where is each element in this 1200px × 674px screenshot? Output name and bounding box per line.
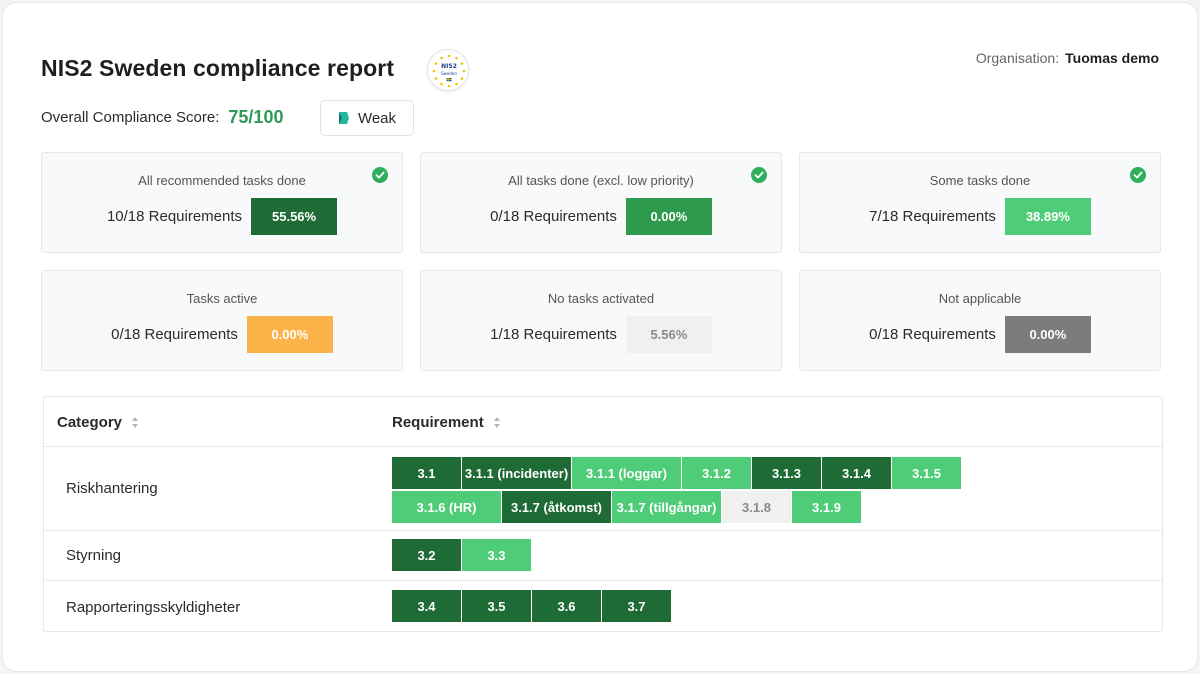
rating-gauge-icon [338,112,349,124]
requirement-chip[interactable]: 3.7 [602,590,672,622]
requirement-chip[interactable]: 3.3 [462,539,532,571]
check-circle-icon [372,167,388,183]
status-card: All recommended tasks done 10/18 Requirem… [41,152,403,253]
status-card: Some tasks done 7/18 Requirements 38.89% [799,152,1161,253]
requirement-chip[interactable]: 3.5 [462,590,532,622]
overall-score: Overall Compliance Score: 75/100 [41,107,283,128]
requirements-table: Category Requirement Riskhantering 3.1 3.1… [43,396,1163,632]
status-card-label: Tasks active [186,291,258,306]
row-divider [44,580,1162,581]
score-rating-badge[interactable]: Weak [320,100,414,136]
category-label: Rapporteringsskyldigheter [66,599,241,616]
column-header-category-label: Category [57,414,123,431]
requirement-chip[interactable]: 3.1.6 (HR) [392,491,502,523]
requirement-chip[interactable]: 3.2 [392,539,462,571]
organisation-info: Organisation: Tuomas demo [976,50,1159,66]
requirement-chip[interactable]: 3.1.2 [682,457,752,489]
sort-icon[interactable] [131,416,139,429]
percentage-badge: 0.00% [1004,316,1091,353]
status-card: All tasks done (excl. low priority) 0/18 … [420,152,782,253]
percentage-badge: 5.56% [625,316,712,353]
status-card-body: 0/18 Requirements 0.00% [42,316,402,353]
status-card-label: All tasks done (excl. low priority) [508,173,694,188]
status-card-body: 1/18 Requirements 5.56% [421,316,781,353]
organisation-label: Organisation: [975,50,1060,66]
status-card-body: 10/18 Requirements 55.56% [42,198,402,235]
requirement-chip[interactable]: 3.1.4 [822,457,892,489]
header-divider [44,446,1162,447]
row-divider [44,530,1162,531]
column-header-requirement-label: Requirement [392,414,484,431]
requirement-chips: 3.2 3.3 [392,539,1052,573]
check-circle-icon [1130,167,1146,183]
category-label: Styrning [66,547,122,564]
requirement-chip[interactable]: 3.1.8 [722,491,792,523]
requirement-chip[interactable]: 3.1 [392,457,462,489]
sort-icon[interactable] [493,416,501,429]
percentage-badge: 38.89% [1004,198,1091,235]
requirements-count: 0/18 Requirements [111,326,238,343]
requirements-count: 0/18 Requirements [869,326,996,343]
table-row: Riskhantering 3.1 3.1.1 (incidenter) 3.1.1 … [44,447,1162,531]
score-value: 75/100 [228,107,284,127]
requirement-chip[interactable]: 3.6 [532,590,602,622]
logo-text-bottom: Sweden [441,71,457,76]
requirement-chip[interactable]: 3.1.7 (åtkomst) [502,491,612,523]
table-row: Styrning 3.2 3.3 [44,531,1162,581]
requirement-chip[interactable]: 3.1.5 [892,457,962,489]
score-label: Overall Compliance Score: [41,109,220,126]
percentage-badge: 55.56% [251,198,338,235]
status-card-label: Not applicable [938,291,1022,306]
table-row: Rapporteringsskyldigheter 3.4 3.5 3.6 3.7 [44,581,1162,631]
requirements-count: 0/18 Requirements [490,208,617,225]
column-header-category[interactable]: Category [57,414,139,431]
column-header-requirement[interactable]: Requirement [392,414,501,431]
requirement-chips: 3.1 3.1.1 (incidenter) 3.1.1 (loggar) 3.1.2… [392,457,1052,525]
status-card: Not applicable 0/18 Requirements 0.00% [799,270,1161,371]
requirement-chip[interactable]: 3.1.9 [792,491,862,523]
requirement-chip[interactable]: 3.1.1 (incidenter) [462,457,572,489]
status-card-body: 7/18 Requirements 38.89% [800,198,1160,235]
requirement-chips: 3.4 3.5 3.6 3.7 [392,590,1052,624]
status-card-label: No tasks activated [547,291,655,306]
requirement-chip[interactable]: 3.1.1 (loggar) [572,457,682,489]
organisation-name: Tuomas demo [1065,50,1159,66]
nis2-sweden-logo: NIS2 Sweden [427,49,469,91]
page-title: NIS2 Sweden compliance report [41,55,395,81]
status-card-body: 0/18 Requirements 0.00% [421,198,781,235]
status-card: Tasks active 0/18 Requirements 0.00% [41,270,403,371]
status-card: No tasks activated 1/18 Requirements 5.56% [420,270,782,371]
check-circle-icon [751,167,767,183]
status-card-label: Some tasks done [929,173,1031,188]
requirement-chip[interactable]: 3.1.7 (tillgångar) [612,491,722,523]
logo-text-top: NIS2 [441,63,457,70]
score-rating-label: Weak [357,109,397,127]
category-label: Riskhantering [66,480,158,497]
requirements-count: 7/18 Requirements [869,208,996,225]
requirement-chip[interactable]: 3.1.3 [752,457,822,489]
status-card-body: 0/18 Requirements 0.00% [800,316,1160,353]
percentage-badge: 0.00% [246,316,333,353]
status-card-label: All recommended tasks done [138,173,306,188]
requirements-count: 1/18 Requirements [490,326,617,343]
requirement-chip[interactable]: 3.4 [392,590,462,622]
requirements-count: 10/18 Requirements [106,208,243,225]
percentage-badge: 0.00% [625,198,712,235]
